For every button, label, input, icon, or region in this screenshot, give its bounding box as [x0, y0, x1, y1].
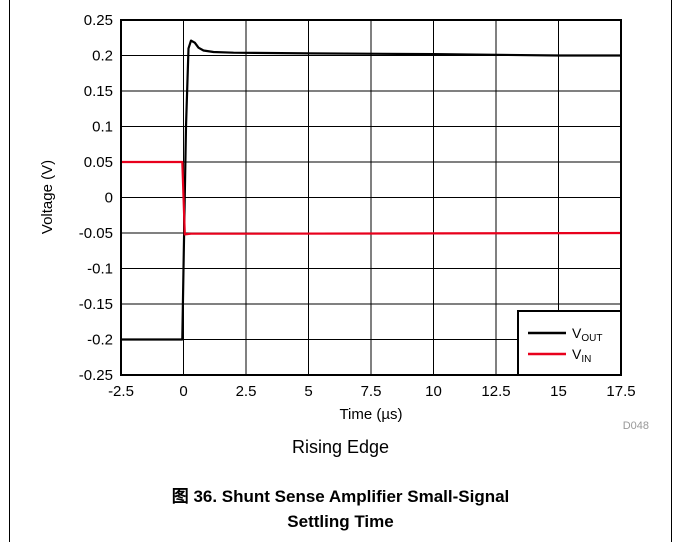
- y-tick-label: -0.2: [87, 332, 113, 349]
- x-axis-title: Time (µs): [339, 406, 402, 423]
- y-tick-label: 0: [105, 190, 113, 207]
- y-tick-label: -0.05: [79, 225, 113, 242]
- x-tick-label: 2.5: [236, 383, 257, 400]
- x-tick-label: 12.5: [481, 383, 510, 400]
- x-tick-label: 5: [304, 383, 312, 400]
- settling-time-chart: -2.5 0 2.5 5 7.5 10 12.5 15 17.5 0.25 0.2 0.15 0.1 0.…: [39, 12, 649, 430]
- x-tick-label: 17.5: [606, 383, 635, 400]
- figure-caption-line-1: 图 36. Shunt Sense Amplifier Small-Signal: [171, 487, 510, 506]
- tick-labels: -2.5 0 2.5 5 7.5 10 12.5 15 17.5 0.25 0.2 0.15 0.1 0.…: [79, 12, 636, 400]
- y-axis-title: Voltage (V): [39, 160, 56, 234]
- y-tick-label: 0.25: [84, 12, 113, 29]
- y-tick-label: -0.25: [79, 367, 113, 384]
- y-tick-label: 0.15: [84, 83, 113, 100]
- plot-area-border: [120, 19, 622, 376]
- y-tick-label: 0.05: [84, 154, 113, 171]
- x-tick-label: 7.5: [361, 383, 382, 400]
- figure-frame-left: [9, 0, 10, 542]
- legend-label-vout: VOUT: [572, 325, 602, 344]
- figure-caption: 图 36. Shunt Sense Amplifier Small-Signal…: [0, 484, 681, 534]
- chart-subtitle: Rising Edge: [291, 437, 390, 457]
- y-tick-label: -0.15: [79, 296, 113, 313]
- y-tick-label: 0.2: [92, 48, 113, 65]
- y-tick-label: -0.1: [87, 261, 113, 278]
- figure-caption-line-2: Settling Time: [287, 512, 394, 531]
- x-tick-label: 0: [179, 383, 187, 400]
- x-tick-label: -2.5: [108, 383, 134, 400]
- x-tick-label: 10: [425, 383, 442, 400]
- legend: VOUT VIN: [517, 310, 622, 376]
- figure-code-label: D048: [623, 420, 649, 430]
- y-tick-label: 0.1: [92, 119, 113, 136]
- figure-frame-right: [671, 0, 672, 542]
- series-layer: [121, 39, 622, 341]
- legend-label-vin: VIN: [572, 346, 591, 365]
- x-tick-label: 15: [550, 383, 567, 400]
- legend-box: [517, 310, 622, 376]
- series-line-vin: [121, 160, 622, 236]
